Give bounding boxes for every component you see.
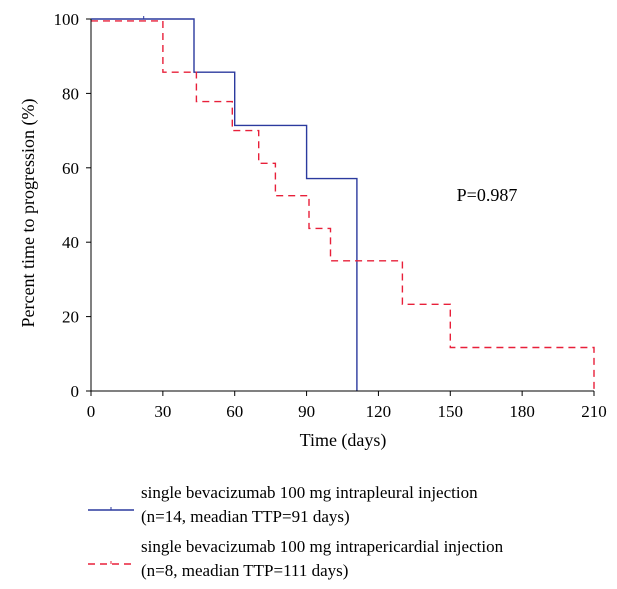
x-axis-label: Time (days) [300, 430, 387, 451]
y-tick-label: 100 [54, 10, 80, 29]
legend-label-intrapleural: single bevacizumab 100 mg intrapleural i… [141, 481, 478, 529]
legend-item-intrapleural: single bevacizumab 100 mg intrapleural i… [88, 481, 608, 535]
legend-label-line1: single bevacizumab 100 mg intrapericardi… [141, 537, 504, 556]
x-axis-ticks: 0 30 60 90 120 150 180 210 [87, 391, 607, 421]
series-1-line [91, 18, 358, 391]
legend-label-intrapericardial: single bevacizumab 100 mg intrapericardi… [141, 535, 503, 583]
p-value-annotation: P=0.987 [457, 185, 518, 205]
y-tick-label: 60 [62, 159, 79, 178]
y-tick-label: 20 [62, 308, 79, 327]
y-tick-label: 40 [62, 233, 79, 252]
y-axis-ticks: 0 20 40 60 80 100 [54, 10, 91, 401]
y-tick-label: 80 [62, 84, 79, 103]
series-2-line [91, 20, 595, 391]
x-tick-label: 60 [226, 402, 243, 421]
y-axis-label: Percent time to progression (%) [18, 99, 39, 328]
x-tick-label: 90 [298, 402, 315, 421]
x-tick-label: 120 [366, 402, 392, 421]
legend-swatch-dashed [88, 561, 134, 565]
y-tick-label: 0 [71, 382, 80, 401]
legend-label-line1: single bevacizumab 100 mg intrapleural i… [141, 483, 478, 502]
x-tick-label: 180 [509, 402, 535, 421]
legend-swatch-solid [88, 507, 134, 511]
series-layer [91, 16, 595, 391]
legend-item-intrapericardial: single bevacizumab 100 mg intrapericardi… [88, 535, 608, 589]
legend-label-line2: (n=14, meadian TTP=91 days) [141, 507, 350, 526]
x-tick-label: 0 [87, 402, 96, 421]
x-tick-label: 150 [438, 402, 464, 421]
chart: 0 20 40 60 80 100 0 30 60 90 120 150 180 210 Percent… [18, 10, 607, 451]
legend-label-line2: (n=8, meadian TTP=111 days) [141, 561, 349, 580]
x-tick-label: 30 [154, 402, 171, 421]
legend: single bevacizumab 100 mg intrapleural i… [88, 481, 608, 589]
x-tick-label: 210 [581, 402, 607, 421]
